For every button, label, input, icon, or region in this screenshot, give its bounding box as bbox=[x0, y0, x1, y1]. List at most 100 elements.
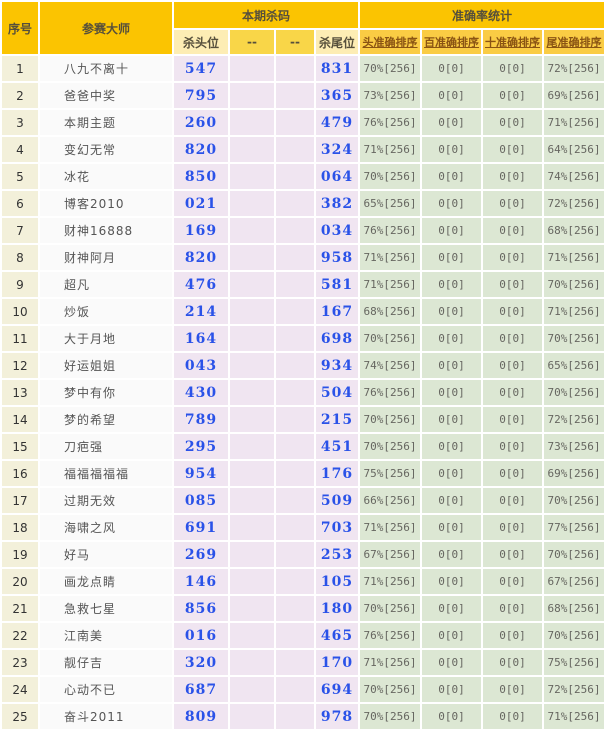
table-row: 16 福福福福福 954 176 75%[256] 0[0] 0[0] 69%[256] bbox=[0, 459, 604, 488]
accuracy-head-cell: 71%[256] bbox=[358, 243, 423, 272]
kill-head-cell: 021 bbox=[172, 189, 230, 218]
accuracy-hundred-cell: 0[0] bbox=[420, 324, 484, 353]
serial-cell: 2 bbox=[0, 81, 40, 110]
sort-head-accuracy-link[interactable]: 头准确排序 bbox=[362, 36, 418, 49]
sort-tail-accuracy-link[interactable]: 尾准确排序 bbox=[546, 36, 602, 49]
kill-mid2-cell bbox=[274, 108, 316, 137]
accuracy-ten-cell: 0[0] bbox=[481, 243, 545, 272]
table-row: 4 变幻无常 820 324 71%[256] 0[0] 0[0] 64%[256] bbox=[0, 135, 604, 164]
serial-cell: 5 bbox=[0, 162, 40, 191]
serial-cell: 23 bbox=[0, 648, 40, 677]
kill-mid2-cell bbox=[274, 135, 316, 164]
kill-head-cell: 320 bbox=[172, 648, 230, 677]
table-row: 21 急救七星 856 180 70%[256] 0[0] 0[0] 68%[256] bbox=[0, 594, 604, 623]
table-row: 12 好运姐姐 043 934 74%[256] 0[0] 0[0] 65%[256] bbox=[0, 351, 604, 380]
kill-tail-cell: 382 bbox=[313, 189, 361, 218]
kill-head-cell: 809 bbox=[172, 702, 230, 731]
accuracy-ten-cell: 0[0] bbox=[481, 540, 545, 569]
master-name: 靓仔吉 bbox=[38, 648, 174, 677]
kill-head-cell: 260 bbox=[172, 108, 230, 137]
kill-mid1-cell bbox=[228, 378, 276, 407]
kill-tail-cell: 504 bbox=[313, 378, 361, 407]
kill-mid1-cell bbox=[228, 297, 276, 326]
accuracy-ten-cell: 0[0] bbox=[481, 621, 545, 650]
kill-mid2-cell bbox=[274, 189, 316, 218]
kill-head-cell: 164 bbox=[172, 324, 230, 353]
kill-mid2-cell bbox=[274, 567, 316, 596]
accuracy-tail-cell: 67%[256] bbox=[542, 567, 604, 596]
table-row: 18 海啸之风 691 703 71%[256] 0[0] 0[0] 77%[256] bbox=[0, 513, 604, 542]
kill-mid2-cell bbox=[274, 81, 316, 110]
accuracy-hundred-cell: 0[0] bbox=[420, 459, 484, 488]
kill-mid1-cell bbox=[228, 405, 276, 434]
accuracy-tail-cell: 71%[256] bbox=[542, 297, 604, 326]
kill-mid1-cell bbox=[228, 216, 276, 245]
master-name: 大于月地 bbox=[38, 324, 174, 353]
table-row: 10 炒饭 214 167 68%[256] 0[0] 0[0] 71%[256] bbox=[0, 297, 604, 326]
table-header: 序号 参赛大师 本期杀码 准确率统计 杀头位 -- -- 杀尾位 头准确排序 百… bbox=[0, 0, 604, 56]
kill-tail-cell: 465 bbox=[313, 621, 361, 650]
kill-mid2-cell bbox=[274, 621, 316, 650]
accuracy-tail-cell: 64%[256] bbox=[542, 135, 604, 164]
accuracy-ten-cell: 0[0] bbox=[481, 675, 545, 704]
accuracy-head-cell: 76%[256] bbox=[358, 378, 423, 407]
serial-cell: 13 bbox=[0, 378, 40, 407]
master-name: 本期主题 bbox=[38, 108, 174, 137]
kill-mid2-cell bbox=[274, 297, 316, 326]
sort-ten-accuracy-link[interactable]: 十准确排序 bbox=[485, 36, 541, 49]
master-column-header: 参赛大师 bbox=[38, 0, 174, 56]
accuracy-ten-cell: 0[0] bbox=[481, 594, 545, 623]
kill-tail-cell: 509 bbox=[313, 486, 361, 515]
accuracy-tail-cell: 71%[256] bbox=[542, 702, 604, 731]
accuracy-hundred-cell: 0[0] bbox=[420, 297, 484, 326]
accuracy-ten-cell: 0[0] bbox=[481, 567, 545, 596]
kill-tail-cell: 958 bbox=[313, 243, 361, 272]
accuracy-tail-cell: 71%[256] bbox=[542, 243, 604, 272]
accuracy-head-cell: 70%[256] bbox=[358, 324, 423, 353]
table-row: 20 画龙点睛 146 105 71%[256] 0[0] 0[0] 67%[256] bbox=[0, 567, 604, 596]
master-name: 超凡 bbox=[38, 270, 174, 299]
accuracy-tail-cell: 72%[256] bbox=[542, 189, 604, 218]
kill-tail-subheader: 杀尾位 bbox=[313, 28, 361, 56]
accuracy-hundred-cell: 0[0] bbox=[420, 432, 484, 461]
kill-mid2-cell bbox=[274, 702, 316, 731]
kill-mid2-cell bbox=[274, 540, 316, 569]
accuracy-hundred-cell: 0[0] bbox=[420, 189, 484, 218]
kill-head-cell: 856 bbox=[172, 594, 230, 623]
kill-mid1-cell bbox=[228, 513, 276, 542]
accuracy-head-cell: 71%[256] bbox=[358, 513, 423, 542]
sort-hundred-accuracy-link[interactable]: 百准确排序 bbox=[424, 36, 480, 49]
kill-tail-cell: 703 bbox=[313, 513, 361, 542]
kill-mid1-cell bbox=[228, 162, 276, 191]
kill-mid2-cell bbox=[274, 378, 316, 407]
accuracy-tail-cell: 71%[256] bbox=[542, 108, 604, 137]
master-name: 博客2010 bbox=[38, 189, 174, 218]
kill-tail-cell: 253 bbox=[313, 540, 361, 569]
kill-tail-cell: 170 bbox=[313, 648, 361, 677]
accuracy-ten-cell: 0[0] bbox=[481, 270, 545, 299]
table-row: 6 博客2010 021 382 65%[256] 0[0] 0[0] 72%[256] bbox=[0, 189, 604, 218]
accuracy-tail-cell: 65%[256] bbox=[542, 351, 604, 380]
serial-cell: 8 bbox=[0, 243, 40, 272]
kill-mid2-cell bbox=[274, 594, 316, 623]
master-name: 变幻无常 bbox=[38, 135, 174, 164]
accuracy-tail-cell: 68%[256] bbox=[542, 594, 604, 623]
table-row: 5 冰花 850 064 70%[256] 0[0] 0[0] 74%[256] bbox=[0, 162, 604, 191]
kill-tail-cell: 064 bbox=[313, 162, 361, 191]
serial-cell: 11 bbox=[0, 324, 40, 353]
table-body: 1 八九不离十 547 831 70%[256] 0[0] 0[0] 72%[256] 2 爸爸中… bbox=[0, 54, 604, 731]
kill-mid2-cell bbox=[274, 351, 316, 380]
serial-cell: 16 bbox=[0, 459, 40, 488]
kill-tail-cell: 324 bbox=[313, 135, 361, 164]
table-row: 8 财神阿月 820 958 71%[256] 0[0] 0[0] 71%[256] bbox=[0, 243, 604, 272]
table-row: 15 刀疤强 295 451 70%[256] 0[0] 0[0] 73%[256] bbox=[0, 432, 604, 461]
accuracy-tail-cell: 70%[256] bbox=[542, 270, 604, 299]
kill-tail-cell: 167 bbox=[313, 297, 361, 326]
accuracy-tail-cell: 72%[256] bbox=[542, 405, 604, 434]
serial-cell: 1 bbox=[0, 54, 40, 83]
accuracy-hundred-cell: 0[0] bbox=[420, 378, 484, 407]
kill-tail-cell: 698 bbox=[313, 324, 361, 353]
accuracy-ten-cell: 0[0] bbox=[481, 648, 545, 677]
accuracy-tail-cell: 70%[256] bbox=[542, 486, 604, 515]
accuracy-head-cell: 70%[256] bbox=[358, 54, 423, 83]
